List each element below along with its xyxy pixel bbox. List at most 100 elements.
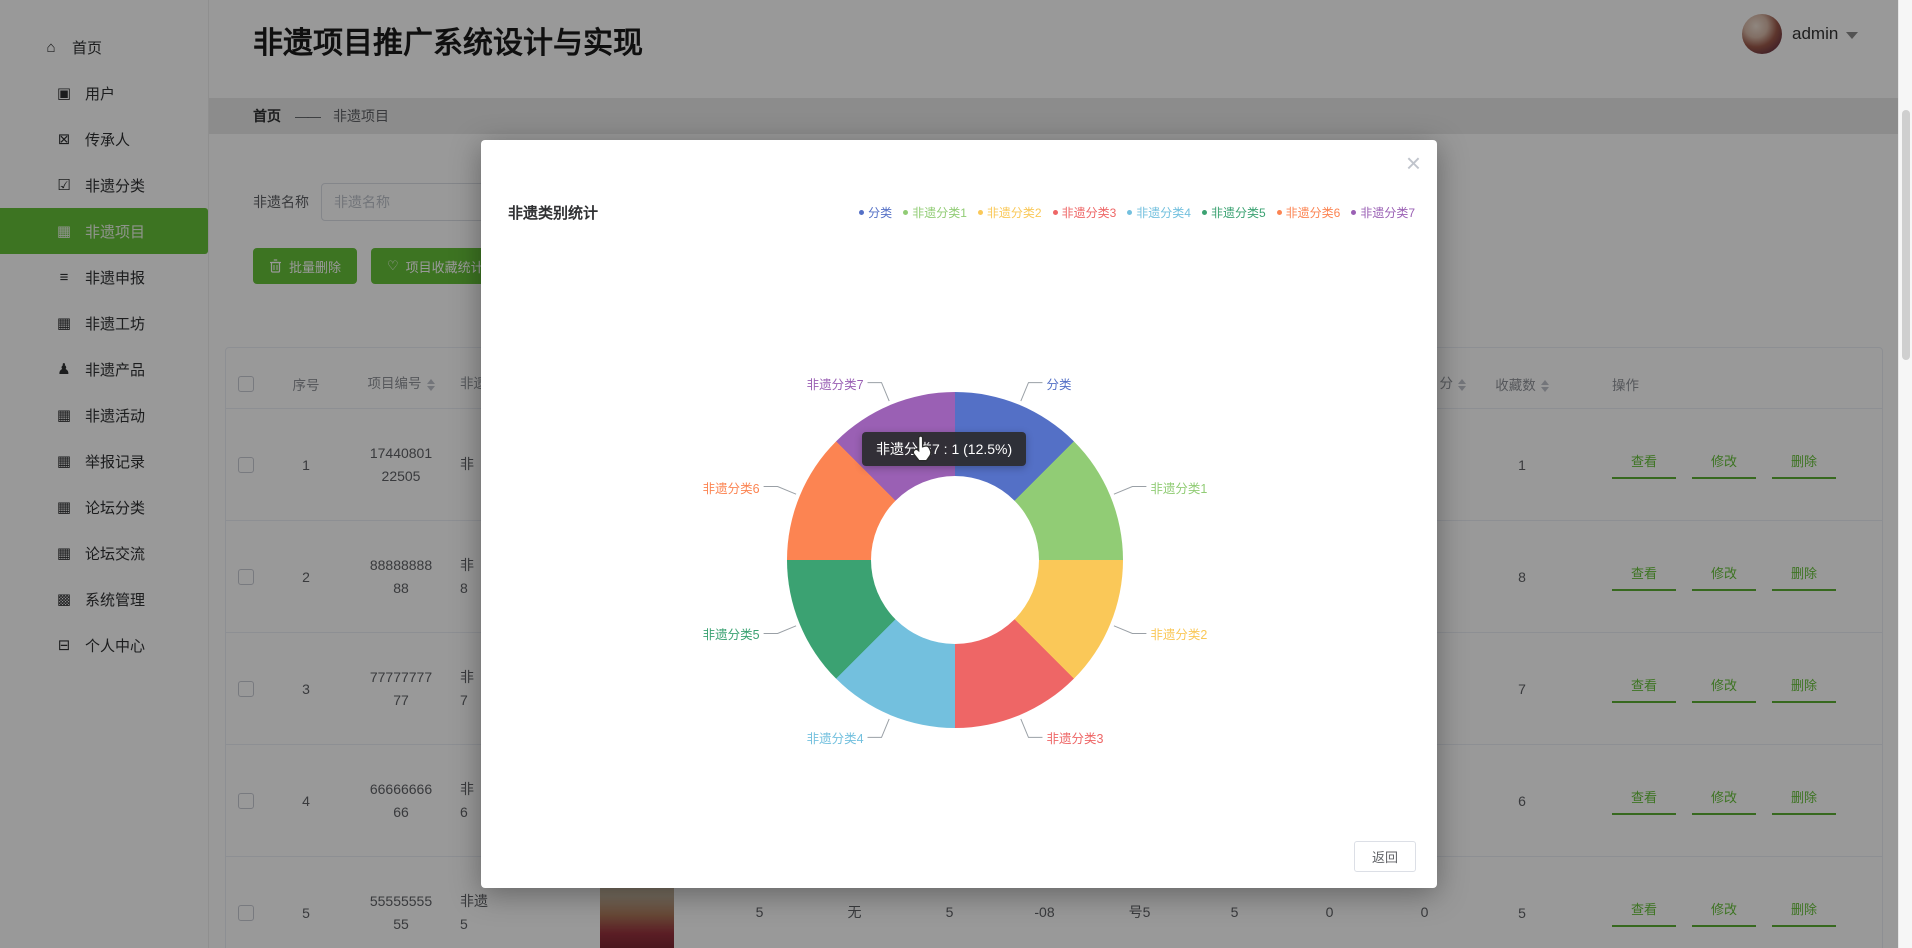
legend-dot xyxy=(1201,210,1207,215)
legend-item-3[interactable]: 非遗分类3 xyxy=(1052,204,1116,221)
legend-item-4[interactable]: 非遗分类4 xyxy=(1127,204,1191,221)
cell-code: 66666666 66 xyxy=(346,778,456,823)
col-header-seq: 序号 xyxy=(292,378,320,393)
name-line: 8 xyxy=(460,579,468,596)
home-icon: ⌂ xyxy=(46,38,56,56)
sidebar-item-personal-center[interactable]: ⊟ 个人中心 xyxy=(0,622,208,668)
user-name: admin xyxy=(1792,24,1839,43)
view-link[interactable]: 查看 xyxy=(1612,451,1676,479)
row-checkbox[interactable] xyxy=(238,568,254,585)
sidebar-item-heritage-activities[interactable]: ▦ 非遗活动 xyxy=(0,392,208,438)
legend-label: 非遗分类5 xyxy=(1210,206,1266,220)
heart-icon: ♡ xyxy=(387,258,399,273)
view-link[interactable]: 查看 xyxy=(1612,899,1676,927)
batch-delete-label: 批量删除 xyxy=(289,259,342,275)
sort-icon[interactable] xyxy=(426,378,435,391)
view-link[interactable]: 查看 xyxy=(1612,675,1676,703)
person-icon: ♟ xyxy=(57,361,71,378)
sidebar-item-label: 举报记录 xyxy=(85,453,146,471)
cell-mid-5: 5 xyxy=(1230,904,1239,921)
sidebar-nav: ⌂ 首页 ▣ 用户 ⊠ 传承人 ☑ 非遗分类 ▦ 非遗项目 ≡ 非遗申报 ▦ 非遗工坊 ♟ 非遗产品 ▦ 非遗活动… xyxy=(0,24,208,668)
cell-code: 55555555 55 xyxy=(346,890,456,935)
back-button[interactable]: 返回 xyxy=(1354,841,1416,872)
legend-item-2[interactable]: 非遗分类2 xyxy=(977,204,1042,221)
sidebar-item-heritage-workshop[interactable]: ▦ 非遗工坊 xyxy=(0,300,208,346)
delete-link[interactable]: 删除 xyxy=(1772,451,1836,479)
view-link[interactable]: 查看 xyxy=(1612,787,1676,815)
code-line: 55555555 xyxy=(369,893,433,910)
list-icon: ≡ xyxy=(59,268,69,286)
sidebar-item-heritage-declare[interactable]: ≡ 非遗申报 xyxy=(0,254,208,300)
favorite-stats-label: 项目收藏统计 xyxy=(405,259,484,275)
name-line: 非 xyxy=(460,557,474,574)
cell-seq: 2 xyxy=(302,568,310,585)
delete-link[interactable]: 删除 xyxy=(1772,563,1836,591)
sidebar-item-home[interactable]: ⌂ 首页 xyxy=(0,24,208,70)
edit-link[interactable]: 修改 xyxy=(1692,899,1756,927)
sidebar-item-label: 首页 xyxy=(72,39,103,57)
col-header-favorites[interactable]: 收藏数 xyxy=(1472,374,1572,394)
batch-delete-button[interactable]: 批量删除 xyxy=(253,248,358,284)
row-checkbox[interactable] xyxy=(238,456,254,473)
sidebar-item-forum-exchange[interactable]: ▦ 论坛交流 xyxy=(0,530,208,576)
delete-link[interactable]: 删除 xyxy=(1772,787,1836,815)
sort-icon[interactable] xyxy=(1540,380,1549,393)
sidebar-item-heritage-products[interactable]: ♟ 非遗产品 xyxy=(0,346,208,392)
delete-link[interactable]: 删除 xyxy=(1772,899,1836,927)
legend-item-6[interactable]: 非遗分类6 xyxy=(1276,204,1340,221)
cell-actions: 查看 修改 删除 xyxy=(1572,563,1882,591)
user-menu[interactable]: admin xyxy=(1742,14,1859,54)
sidebar-item-users[interactable]: ▣ 用户 xyxy=(0,70,208,116)
delete-link[interactable]: 删除 xyxy=(1772,675,1836,703)
scrollbar-thumb[interactable] xyxy=(1902,110,1910,360)
sidebar-item-forum-categories[interactable]: ▦ 论坛分类 xyxy=(0,484,208,530)
view-link[interactable]: 查看 xyxy=(1612,563,1676,591)
sidebar-item-label: 个人中心 xyxy=(85,637,146,655)
cell-favorites: 5 xyxy=(1518,904,1526,921)
edit-link[interactable]: 修改 xyxy=(1692,675,1756,703)
legend-item-5[interactable]: 非遗分类5 xyxy=(1201,204,1266,221)
page-scrollbar[interactable] xyxy=(1898,0,1912,948)
cell-favorites: 1 xyxy=(1518,456,1526,473)
legend-item-7[interactable]: 非遗分类7 xyxy=(1351,204,1415,221)
legend-dot xyxy=(859,210,865,215)
legend-label: 分类 xyxy=(868,206,893,220)
sidebar-item-heritage-projects[interactable]: ▦ 非遗项目 xyxy=(0,208,208,254)
sidebar-item-report-records[interactable]: ▦ 举报记录 xyxy=(0,438,208,484)
close-icon[interactable]: × xyxy=(1405,148,1421,178)
row-checkbox[interactable] xyxy=(238,680,254,697)
edit-link[interactable]: 修改 xyxy=(1692,563,1756,591)
legend-label: 非遗分类4 xyxy=(1136,206,1191,220)
col-header-code[interactable]: 项目编号 xyxy=(346,373,456,395)
edit-link[interactable]: 修改 xyxy=(1692,451,1756,479)
legend-item-1[interactable]: 非遗分类1 xyxy=(903,204,967,221)
sidebar-item-system-management[interactable]: ▩ 系统管理 xyxy=(0,576,208,622)
breadcrumb-home[interactable]: 首页 xyxy=(253,108,281,124)
check-square-icon: ☑ xyxy=(57,177,71,194)
col-header-score[interactable]: 分 xyxy=(1377,373,1472,395)
modal-title: 非遗类别统计 xyxy=(508,205,599,222)
legend-dot xyxy=(1052,210,1058,215)
row-checkbox-cell xyxy=(226,456,266,473)
pie-label-2: 非遗分类2 xyxy=(1150,628,1208,643)
cell-mid-2: 5 xyxy=(945,904,954,921)
sidebar-item-heritage-categories[interactable]: ☑ 非遗分类 xyxy=(0,162,208,208)
sidebar-item-label: 非遗分类 xyxy=(85,177,146,195)
legend-dot xyxy=(903,210,909,215)
sidebar-item-inheritors[interactable]: ⊠ 传承人 xyxy=(0,116,208,162)
avatar[interactable] xyxy=(1742,14,1782,54)
edit-link[interactable]: 修改 xyxy=(1692,787,1756,815)
row-checkbox[interactable] xyxy=(238,904,254,921)
code-line: 77777777 xyxy=(369,669,433,686)
header-checkbox[interactable] xyxy=(238,376,254,392)
row-checkbox[interactable] xyxy=(238,792,254,809)
legend-item-0[interactable]: 分类 xyxy=(859,204,892,221)
cell-actions: 查看 修改 删除 xyxy=(1572,675,1882,703)
cell-code: 77777777 77 xyxy=(346,666,456,711)
x-square-icon: ⊠ xyxy=(57,131,71,148)
sort-icon[interactable] xyxy=(1458,378,1466,391)
